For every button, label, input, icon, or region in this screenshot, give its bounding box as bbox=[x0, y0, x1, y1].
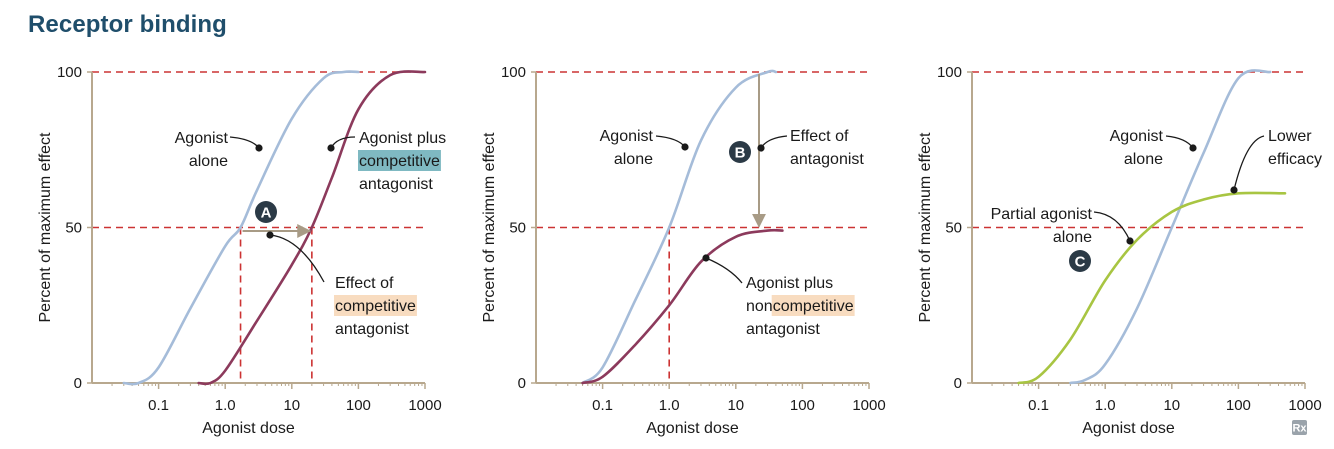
highlight-box bbox=[771, 295, 855, 316]
rx-watermark-text: Rx bbox=[1292, 423, 1307, 435]
x-tick-label: 0.1 bbox=[148, 397, 169, 414]
badge-letter: C bbox=[1075, 254, 1086, 271]
badge-a bbox=[255, 201, 277, 223]
annotation-dot bbox=[266, 231, 274, 239]
y-tick-label: 100 bbox=[501, 64, 526, 81]
x-tick-label: 1000 bbox=[1288, 397, 1321, 414]
x-tick-label: 100 bbox=[346, 397, 371, 414]
highlight-box bbox=[334, 295, 417, 316]
x-tick-label: 1.0 bbox=[1095, 397, 1116, 414]
partial-agonist-label-line: Partial agonist bbox=[991, 206, 1093, 223]
x-axis-label: Agonist dose bbox=[202, 420, 295, 437]
x-tick-label: 100 bbox=[1226, 397, 1251, 414]
partial-agonist-label-line: alone bbox=[1053, 229, 1092, 246]
y-axis-label: Percent of maximum effect bbox=[481, 132, 498, 323]
effect-of-antagonist-label-line: Effect of bbox=[790, 128, 849, 145]
leader-line bbox=[1165, 135, 1194, 149]
agonist-plus-antagonist-label-line: antagonist bbox=[359, 176, 433, 193]
agonist-alone-curve bbox=[581, 69, 778, 385]
leader-line bbox=[655, 135, 686, 148]
agonist-plus-noncompetitive-label-line: Agonist plus bbox=[746, 275, 833, 292]
x-tick-label: 1000 bbox=[408, 397, 441, 414]
badge-letter: A bbox=[261, 205, 272, 222]
x-tick-label: 1000 bbox=[852, 397, 885, 414]
leader-line bbox=[705, 257, 743, 284]
y-tick-label: 0 bbox=[518, 375, 526, 392]
annotation-dot bbox=[1230, 186, 1238, 194]
x-tick-label: 10 bbox=[1163, 397, 1180, 414]
agonist-plus-antagonist-label-line: competitive bbox=[359, 153, 440, 170]
lower-efficacy-label-line: Lower bbox=[1268, 128, 1312, 145]
annotation-dot bbox=[255, 144, 263, 152]
x-tick-label: 1.0 bbox=[215, 397, 236, 414]
agonist-plus-antagonist-label-line: Agonist plus bbox=[359, 130, 446, 147]
chart-panel-1: 0 50 100 0.1 1.0 10 100 1000 Agonist dose Percent… bbox=[37, 64, 446, 437]
y-tick-label: 0 bbox=[954, 375, 962, 392]
annotation-dot bbox=[681, 143, 689, 151]
rx-watermark-box bbox=[1292, 420, 1307, 435]
x-tick-label: 10 bbox=[727, 397, 744, 414]
effect-of-antagonist-label-line: Effect of bbox=[335, 275, 394, 292]
agonist-plus-noncompetitive-label-line: antagonist bbox=[746, 321, 820, 338]
agonist-alone-curve bbox=[1069, 69, 1272, 385]
chart-panel-2: 0 50 100 0.1 1.0 10 100 1000 Agonist dose Percent… bbox=[481, 64, 886, 437]
agonist-alone-label-line: Agonist bbox=[175, 130, 229, 147]
agonist-alone-label-line: alone bbox=[614, 151, 653, 168]
y-axis-label: Percent of maximum effect bbox=[917, 132, 934, 323]
x-tick-label: 10 bbox=[283, 397, 300, 414]
agonist-alone-label-line: Agonist bbox=[600, 128, 654, 145]
effect-of-antagonist-label-line: competitive bbox=[335, 298, 416, 315]
leader-line bbox=[229, 136, 260, 149]
annotation-dot bbox=[1189, 144, 1197, 152]
agonist-alone-label-line: alone bbox=[189, 153, 228, 170]
badge-b bbox=[729, 141, 751, 163]
badge-c bbox=[1069, 250, 1091, 272]
effect-of-antagonist-label-line: antagonist bbox=[335, 321, 409, 338]
annotation-dot bbox=[327, 144, 335, 152]
agonist-plus-competitive-antagonist-curve bbox=[197, 70, 427, 386]
page-title: Receptor binding bbox=[28, 11, 227, 38]
y-tick-label: 100 bbox=[937, 64, 962, 81]
leader-line bbox=[1233, 135, 1265, 191]
y-tick-label: 50 bbox=[509, 220, 526, 237]
chart-panel-3: 0 50 100 0.1 1.0 10 100 1000 Agonist dose Percent… bbox=[917, 64, 1322, 437]
agonist-plus-noncompetitive-label-line: noncompetitive bbox=[746, 298, 854, 315]
x-axis-label: Agonist dose bbox=[1082, 420, 1175, 437]
badge-letter: B bbox=[735, 145, 746, 162]
lower-efficacy-label-line: efficacy bbox=[1268, 151, 1322, 168]
partial-agonist-curve bbox=[1017, 191, 1287, 385]
annotation-dot bbox=[1126, 237, 1134, 245]
x-tick-label: 100 bbox=[790, 397, 815, 414]
leader-line bbox=[1093, 211, 1131, 242]
annotation-dot bbox=[757, 144, 765, 152]
y-axis-label: Percent of maximum effect bbox=[37, 132, 54, 323]
leader-line bbox=[269, 234, 325, 283]
annotation-dot bbox=[702, 254, 710, 262]
agonist-alone-label-line: alone bbox=[1124, 151, 1163, 168]
x-tick-label: 0.1 bbox=[592, 397, 613, 414]
rx-watermark: Rx bbox=[1292, 420, 1307, 435]
effect-of-antagonist-label-line: antagonist bbox=[790, 151, 864, 168]
leader-line bbox=[760, 135, 788, 149]
y-tick-label: 50 bbox=[65, 220, 82, 237]
x-axis-label: Agonist dose bbox=[646, 420, 739, 437]
y-tick-label: 0 bbox=[74, 375, 82, 392]
highlight-box bbox=[358, 150, 441, 171]
agonist-plus-noncompetitive-antagonist-curve bbox=[581, 228, 784, 385]
x-tick-label: 1.0 bbox=[659, 397, 680, 414]
y-tick-label: 50 bbox=[945, 220, 962, 237]
x-tick-label: 0.1 bbox=[1028, 397, 1049, 414]
agonist-alone-curve bbox=[122, 70, 360, 386]
y-tick-label: 100 bbox=[57, 64, 82, 81]
agonist-alone-label-line: Agonist bbox=[1110, 128, 1164, 145]
